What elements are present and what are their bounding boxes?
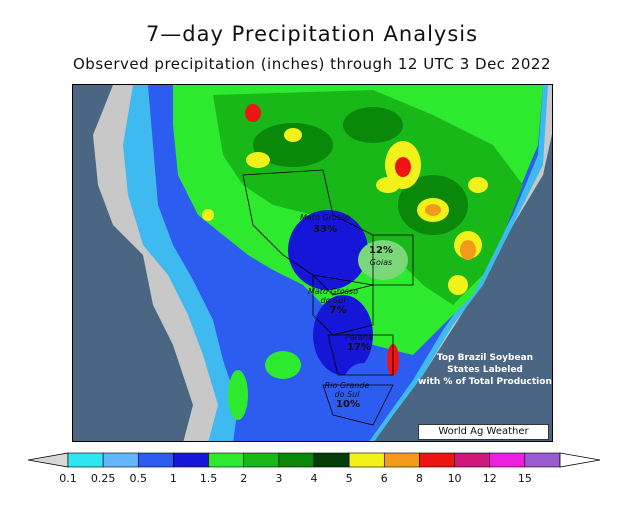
note-line-2: States Labeled: [447, 365, 523, 375]
legend-swatch: [383, 452, 420, 468]
legend-swatch: [489, 452, 526, 468]
state-pct-parana: 17%: [347, 342, 371, 353]
state-pct-mato-grosso: 33%: [313, 224, 337, 235]
state-label-goias: Goias: [369, 258, 393, 267]
legend-tick-label: 12: [482, 472, 497, 485]
legend-tick-label: 2: [240, 472, 248, 485]
legend-tick-label: 10: [447, 472, 462, 485]
map-canvas: [93, 85, 552, 441]
precipitation-map: Mato Grosso 33% 12% Goias Mato Grosso do…: [72, 84, 553, 442]
legend-swatch: [173, 452, 209, 468]
state-pct-goias: 12%: [369, 245, 393, 256]
state-label-parana: Parana: [345, 333, 373, 342]
production-note: Top Brazil Soybean States Labeled with %…: [400, 352, 570, 388]
note-line-1: Top Brazil Soybean: [436, 353, 534, 363]
state-label-mato-grosso-do-sul: Mato Grosso do Sul: [308, 287, 358, 305]
legend-swatch: [102, 452, 139, 468]
legend-tick-label: 0.25: [90, 472, 116, 485]
legend-over-arrow: [559, 452, 600, 468]
color-legend: [28, 452, 600, 468]
state-pct-rio-grande-do-sul: 10%: [336, 399, 360, 410]
legend-swatch: [67, 452, 104, 468]
legend-tick-label: 1: [169, 472, 177, 485]
legend-tick-label: 15: [517, 472, 532, 485]
legend-swatch: [278, 452, 315, 468]
legend-tick-label: 1.5: [199, 472, 218, 485]
legend-tick-label: 0.1: [59, 472, 77, 485]
map-title: 7—day Precipitation Analysis: [145, 22, 479, 46]
state-label-mato-grosso: Mato Grosso: [300, 213, 350, 222]
legend-swatch: [243, 452, 280, 468]
state-label-rio-grande-do-sul: Rio Grande do Sul: [324, 381, 370, 399]
legend-swatch: [524, 452, 561, 468]
legend-tick-label: 5: [345, 472, 353, 485]
legend-swatch: [137, 452, 174, 468]
legend-swatch: [208, 452, 245, 468]
legend-tick-label: 6: [380, 472, 388, 485]
legend-swatch: [313, 452, 350, 468]
credit-label: World Ag Weather: [418, 424, 549, 440]
legend-tick-label: 3: [275, 472, 283, 485]
legend-tick-label: 0.5: [129, 472, 148, 485]
legend-tick-label: 4: [310, 472, 318, 485]
state-borders: [242, 169, 414, 426]
state-pct-mato-grosso-do-sul: 7%: [329, 305, 347, 316]
legend-under-arrow: [28, 452, 69, 468]
map-subtitle: Observed precipitation (inches) through …: [73, 55, 551, 73]
legend-swatch: [419, 452, 455, 468]
legend-swatch: [454, 452, 491, 468]
legend-swatch: [348, 452, 385, 468]
legend-tick-label: 8: [415, 472, 423, 485]
note-line-3: with % of Total Production: [418, 377, 552, 387]
